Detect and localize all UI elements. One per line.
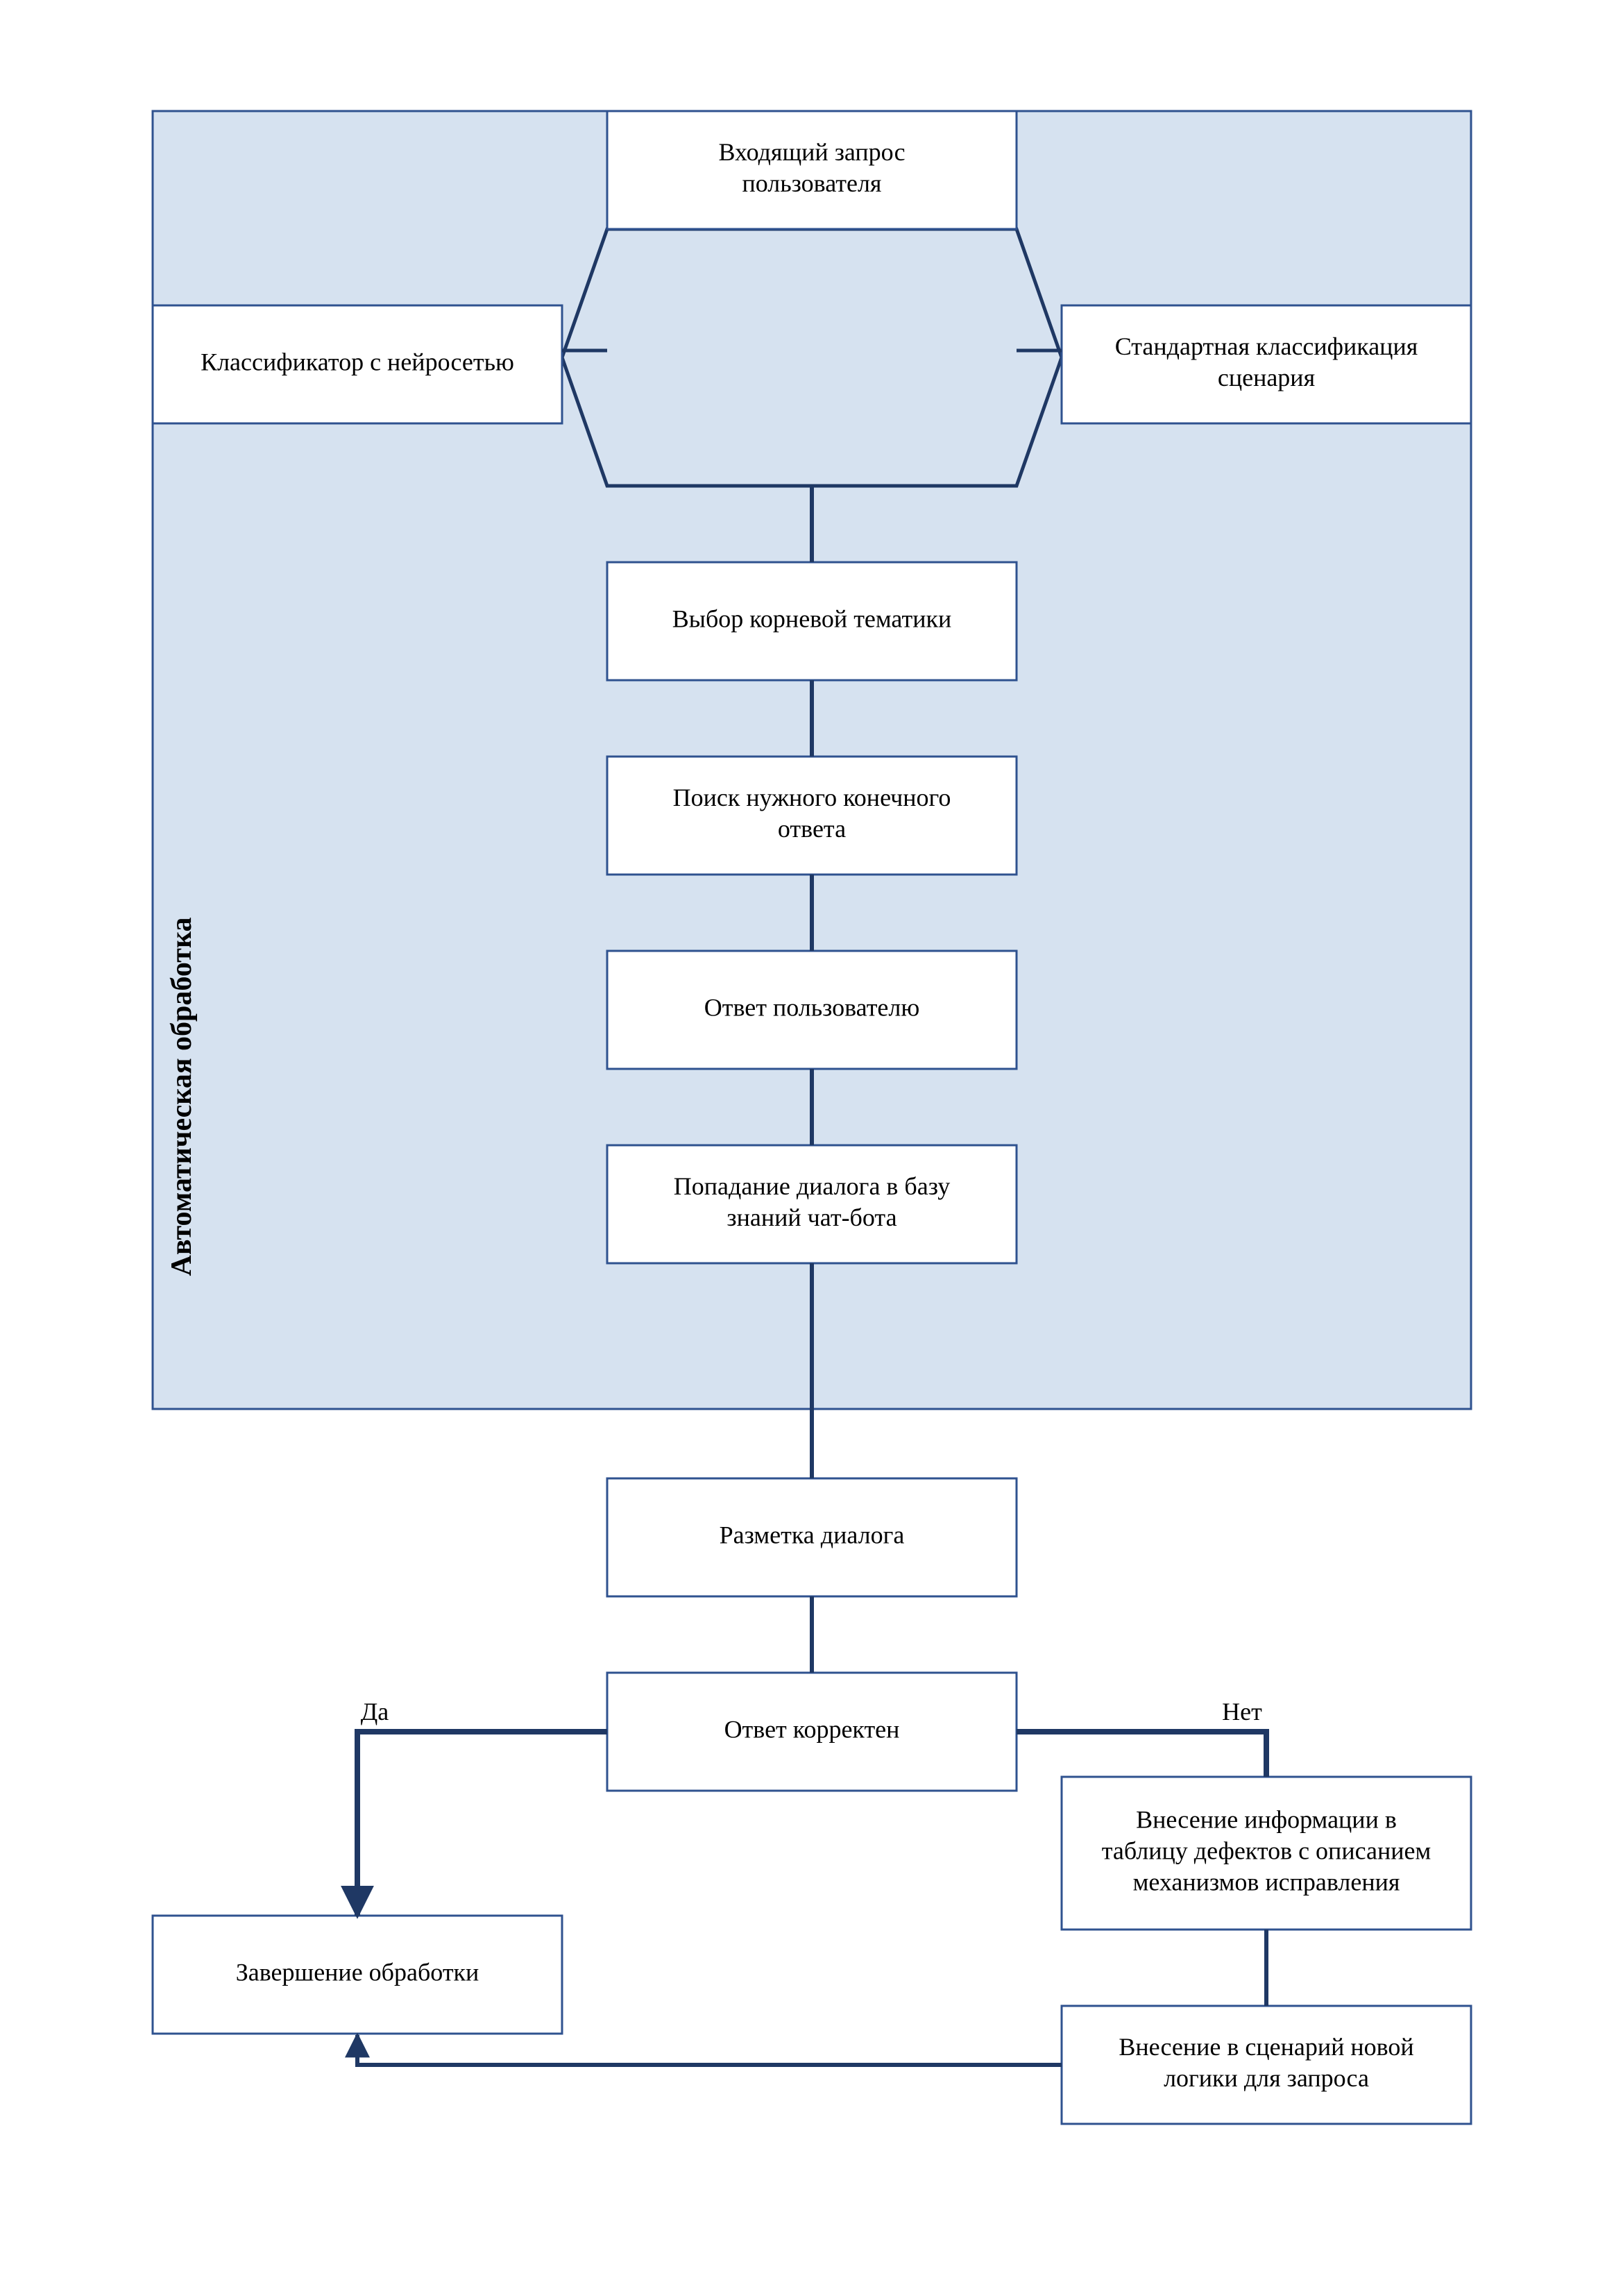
node-new-logic-label: Внесение в сценарий новой [1119, 2033, 1413, 2061]
node-answer-correct-label: Ответ корректен [724, 1715, 900, 1743]
node-finish-label: Завершение обработки [236, 1958, 479, 1986]
node-search-answer-label: ответа [778, 815, 846, 843]
node-incoming-request-label: пользователя [742, 169, 882, 197]
node-search-answer-label: Поиск нужного конечного [673, 784, 951, 811]
hex-classifier-merge [562, 229, 1062, 486]
node-classifier-standard-label: Стандартная классификация [1115, 332, 1418, 360]
edge-label-0: Да [361, 1698, 389, 1725]
node-defects-table-label: Внесение информации в [1136, 1805, 1397, 1833]
node-classifier-standard-label: сценария [1218, 364, 1315, 391]
edge-6 [357, 1732, 607, 1916]
edge-label-1: Нет [1222, 1698, 1262, 1725]
node-dialog-markup-label: Разметка диалога [720, 1521, 905, 1548]
node-defects-table-label: механизмов исправления [1133, 1868, 1400, 1896]
edge-9 [357, 2035, 1062, 2065]
edge-7 [1017, 1732, 1266, 1777]
node-dialog-kb-label: Попадание диалога в базу [674, 1172, 950, 1200]
node-incoming-request-label: Входящий запрос [718, 138, 905, 166]
node-root-topic-label: Выбор корневой тематики [672, 605, 952, 632]
node-defects-table-label: таблицу дефектов с описанием [1102, 1837, 1431, 1864]
node-dialog-kb-label: знаний чат-бота [726, 1204, 897, 1231]
panel-label: Автоматическая обработка [166, 917, 198, 1276]
node-classifier-neural-label: Классификатор с нейросетью [201, 348, 514, 375]
node-new-logic-label: логики для запроса [1164, 2064, 1369, 2092]
node-user-answer-label: Ответ пользователю [704, 993, 920, 1021]
